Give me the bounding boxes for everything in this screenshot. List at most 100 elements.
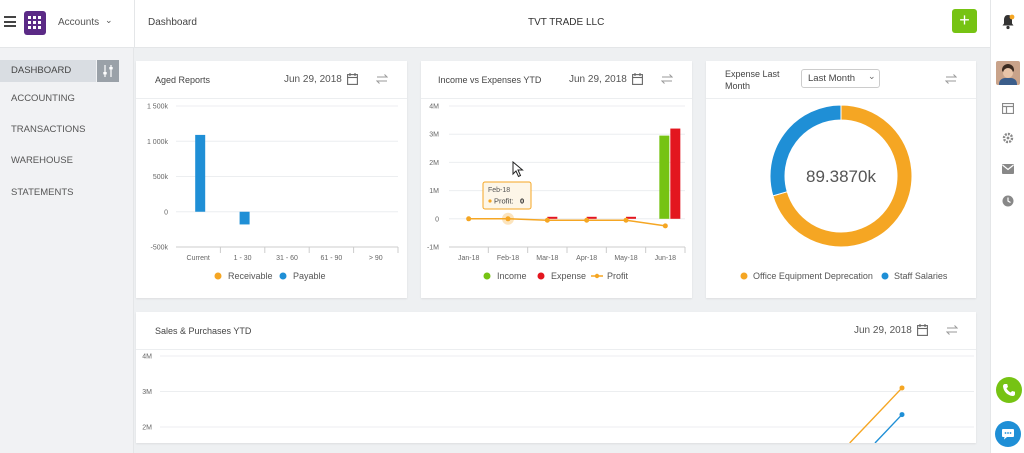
sidebar-item-label: TRANSACTIONS: [11, 124, 86, 135]
pie-slice: [769, 104, 842, 197]
hamburger-menu-icon[interactable]: [4, 16, 16, 27]
bar-expense: [626, 216, 636, 219]
right-toolbar: [990, 0, 1024, 453]
tooltip-marker: [488, 199, 492, 203]
tooltip-title: Feb-18: [488, 187, 510, 194]
plus-icon: +: [959, 10, 970, 30]
period-select-value: Last Month: [808, 73, 855, 84]
mail-icon[interactable]: [1002, 164, 1014, 174]
date-label[interactable]: Jun 29, 2018: [284, 74, 342, 85]
refresh-icon[interactable]: [945, 73, 957, 85]
point-profit: [466, 216, 472, 222]
refresh-icon[interactable]: [376, 73, 388, 85]
app-logo-icon[interactable]: [24, 11, 46, 35]
x-tick-label: Feb-18: [497, 255, 519, 262]
point-profit: [544, 217, 550, 223]
sidebar-item-dashboard[interactable]: DASHBOARD: [0, 60, 96, 82]
line-profit: [468, 218, 666, 227]
calendar-icon[interactable]: [347, 73, 358, 85]
sidebar-item-transactions[interactable]: TRANSACTIONS: [0, 119, 134, 141]
chat-button[interactable]: [995, 421, 1021, 447]
series-point: [899, 412, 905, 418]
x-tick-label: Mar-18: [536, 255, 558, 262]
add-button[interactable]: +: [952, 9, 977, 33]
bell-icon[interactable]: [1001, 14, 1015, 30]
calendar-icon[interactable]: [632, 73, 643, 85]
sliders-icon: [103, 65, 113, 77]
period-select[interactable]: Last Month ⌄: [801, 69, 880, 88]
cursor-icon: [512, 161, 524, 178]
legend-label: Payable: [293, 271, 326, 281]
legend-label: Staff Salaries: [894, 271, 948, 281]
y-tick-label: -1M: [427, 245, 439, 252]
x-tick-label: Apr-18: [576, 255, 597, 262]
tooltip-value: 0: [520, 197, 524, 206]
bar-income: [659, 135, 670, 219]
legend-label: Income: [497, 271, 527, 281]
sidebar: DASHBOARD ACCOUNTING TRANSACTIONS WAREHO…: [0, 48, 134, 453]
x-tick-label: Jan-18: [458, 255, 480, 262]
card-header: Aged Reports Jun 29, 2018: [136, 61, 407, 99]
gear-icon[interactable]: [1002, 132, 1014, 144]
app-switcher-label[interactable]: Accounts: [58, 17, 100, 28]
point-profit: [584, 217, 590, 223]
bar-payable: [239, 211, 250, 225]
aged-reports-chart: 1 500k 1 000k 500k 0 -500k Current 1 - 30 31 - …: [147, 104, 399, 281]
y-tick-label: 4M: [429, 104, 439, 111]
date-label[interactable]: Jun 29, 2018: [854, 325, 912, 336]
tooltip-box: [482, 181, 532, 210]
dashboard-settings-button[interactable]: [97, 60, 119, 82]
y-tick-label: 3M: [429, 132, 439, 139]
legend-marker: [537, 272, 545, 280]
company-title: TVT TRADE LLC: [528, 17, 605, 28]
legend-marker: [881, 272, 889, 280]
point-profit: [623, 217, 629, 223]
legend-label: Office Equipment Deprecation: [753, 271, 873, 281]
expense-last-month-card: Expense Last Month Last Month ⌄ 89.3870k…: [706, 61, 976, 298]
date-label[interactable]: Jun 29, 2018: [569, 74, 627, 85]
calendar-icon[interactable]: [917, 324, 928, 336]
clock-icon[interactable]: [1002, 195, 1014, 207]
series-line: [874, 414, 903, 443]
bar-expense: [586, 216, 597, 219]
legend-marker: [594, 273, 600, 279]
sidebar-item-accounting[interactable]: ACCOUNTING: [0, 88, 134, 110]
sidebar-item-warehouse[interactable]: WAREHOUSE: [0, 150, 134, 172]
y-tick-label: -500k: [150, 245, 168, 252]
phone-button[interactable]: [996, 377, 1022, 403]
chevron-down-icon: ⌄: [868, 71, 876, 81]
legend-marker: [214, 272, 222, 280]
card-title: Aged Reports: [155, 75, 211, 85]
sales-purchases-chart: 4M 3M 2M: [142, 354, 974, 443]
card-header: Income vs Expenses YTD Jun 29, 2018: [421, 61, 692, 99]
y-tick-label: 0: [164, 209, 168, 216]
layout-icon[interactable]: [1002, 103, 1014, 114]
x-tick-label: Current: [187, 255, 210, 262]
y-tick-label: 0: [435, 216, 439, 223]
sidebar-item-label: DASHBOARD: [11, 65, 72, 76]
card-header: Expense Last Month Last Month ⌄: [706, 61, 976, 99]
sidebar-item-statements[interactable]: STATEMENTS: [0, 182, 134, 204]
x-tick-label: May-18: [614, 255, 637, 262]
card-header: Sales & Purchases YTD Jun 29, 2018: [136, 312, 976, 350]
card-title: Income vs Expenses YTD: [438, 75, 542, 85]
bar-expense: [547, 216, 558, 219]
y-tick-label: 2M: [429, 160, 439, 167]
bar-payable: [195, 134, 206, 212]
sidebar-item-label: ACCOUNTING: [11, 93, 75, 104]
series-line: [849, 387, 903, 443]
chevron-down-icon[interactable]: ⌄: [105, 15, 113, 25]
y-tick-label: 1 500k: [147, 104, 169, 111]
refresh-icon[interactable]: [946, 324, 958, 336]
breadcrumb: Dashboard: [148, 17, 197, 28]
tooltip-label: Profit:: [494, 197, 514, 206]
refresh-icon[interactable]: [661, 73, 673, 85]
x-tick-label: Jun-18: [655, 255, 677, 262]
sales-purchases-card: Sales & Purchases YTD Jun 29, 2018 4M 3M 2…: [136, 312, 976, 443]
user-avatar[interactable]: [996, 61, 1020, 85]
legend-marker: [740, 272, 748, 280]
pie-slice: [772, 104, 913, 248]
legend-marker: [483, 272, 491, 280]
sidebar-item-label: WAREHOUSE: [11, 155, 73, 166]
top-bar: Accounts ⌄ Dashboard TVT TRADE LLC +: [0, 0, 990, 48]
